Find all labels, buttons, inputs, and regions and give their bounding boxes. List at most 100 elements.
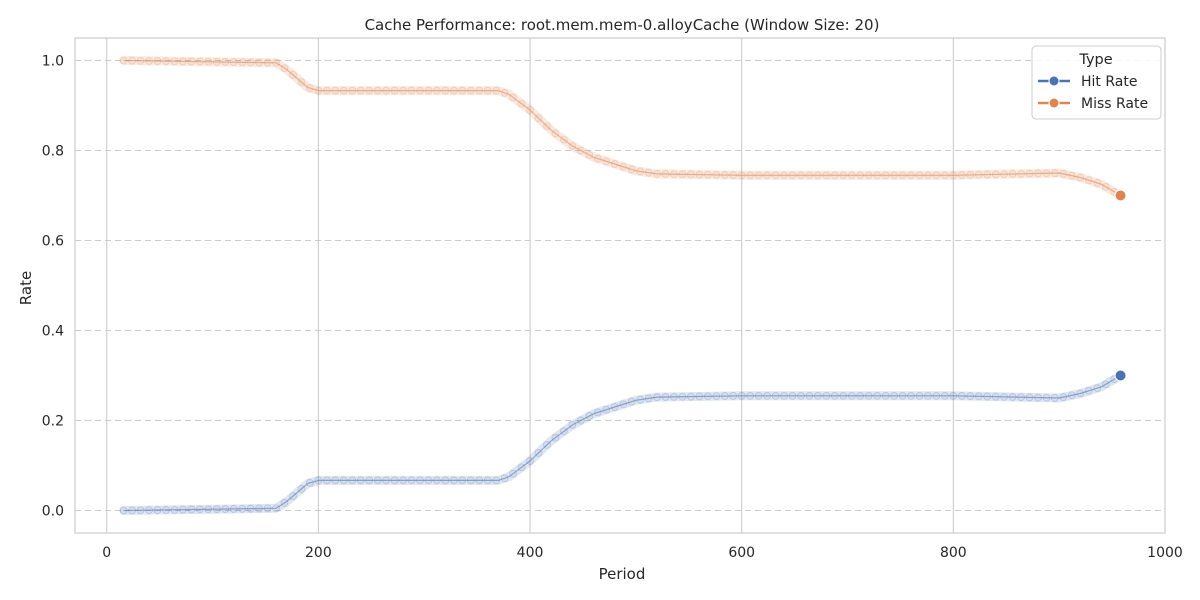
series-point-hit-rate [551,433,560,442]
series-point-miss-rate [373,86,382,95]
legend-box [1031,45,1162,120]
series-point-miss-rate [119,56,128,65]
series-point-hit-rate [153,506,162,514]
series-point-hit-rate [1101,380,1110,389]
series-point-miss-rate [653,170,661,178]
series-point-miss-rate [703,170,712,179]
series-point-miss-rate [246,58,255,67]
series-point-miss-rate [907,171,915,180]
series-point-miss-rate [847,171,856,180]
legend-title: Type [1078,52,1112,68]
series-point-miss-rate [543,122,551,131]
series-point-hit-rate [517,463,526,472]
series-point-miss-rate [483,86,492,95]
series-point-hit-rate [179,505,187,514]
series-point-hit-rate [610,403,619,411]
series-point-hit-rate [1051,394,1059,402]
series-point-hit-rate [763,391,771,400]
series-point-hit-rate [263,504,272,513]
series-point-hit-rate [695,392,704,401]
series-point-miss-rate [602,157,611,166]
series-point-miss-rate [153,57,162,65]
series-point-hit-rate [339,476,348,485]
series-point-hit-rate [272,504,280,513]
series-point-miss-rate [492,86,501,95]
series-point-miss-rate [924,171,932,180]
series-point-hit-rate [941,391,949,400]
series-point-hit-rate [212,505,221,513]
series-point-hit-rate [974,392,983,401]
series-point-hit-rate [890,391,898,400]
series-point-miss-rate [712,170,721,179]
series-point-miss-rate [162,57,170,65]
series-point-miss-rate [687,170,695,179]
series-point-miss-rate [221,58,230,66]
series-point-hit-rate [483,476,492,485]
series-point-hit-rate [475,476,484,485]
series-point-hit-rate [458,476,467,485]
series-point-hit-rate [1000,392,1008,401]
series-point-miss-rate [644,168,653,177]
series-point-hit-rate [314,476,323,485]
series-point-miss-rate [255,58,263,67]
series-point-hit-rate [576,416,585,425]
legend-label-miss-rate: Miss Rate [1081,96,1148,112]
series-point-hit-rate [653,393,661,401]
series-point-hit-rate [509,469,517,478]
series-point-hit-rate [856,391,865,400]
x-tick-label: 200 [305,545,332,561]
series-point-miss-rate [526,106,534,114]
series-point-hit-rate [957,392,966,400]
series-point-miss-rate [399,86,407,95]
series-point-hit-rate [568,421,577,429]
series-point-hit-rate [416,476,424,485]
series-point-miss-rate [627,165,636,174]
series-point-miss-rate [1059,170,1068,178]
series-point-hit-rate [814,391,822,400]
series-point-hit-rate [331,476,340,485]
series-point-hit-rate [365,476,374,485]
x-tick-label: 800 [940,545,967,561]
series-point-miss-rate [390,86,399,95]
x-tick-label: 400 [517,545,544,561]
series-point-hit-rate [399,476,407,485]
series-point-hit-rate [644,394,653,403]
y-axis-label: Rate [17,271,35,305]
series-point-miss-rate [196,57,204,66]
legend-item-miss-rate: Miss Rate [1038,96,1148,112]
series-point-miss-rate [1101,182,1110,191]
series-point-miss-rate [416,86,424,95]
x-axis-label: Period [599,565,646,583]
legend-marker-hit-rate [1048,75,1060,87]
series-point-hit-rate [678,392,687,401]
series-point-hit-rate [636,395,644,404]
series-point-hit-rate [543,440,551,449]
legend: Type Hit Rate Miss Rate [1031,45,1162,120]
series-point-hit-rate [754,391,763,400]
series-point-hit-rate [119,506,128,515]
series-point-hit-rate [746,391,755,400]
series-point-hit-rate [661,393,670,401]
series-point-hit-rate [450,476,458,485]
series-point-miss-rate [314,86,323,95]
series-point-hit-rate [915,391,924,400]
series-point-hit-rate [145,506,153,514]
series-point-hit-rate [348,476,357,485]
series-point-hit-rate [170,505,179,514]
series-point-miss-rate [272,58,280,67]
series-point-miss-rate [957,171,966,179]
series-point-miss-rate [720,171,729,179]
series-point-miss-rate [1051,169,1059,177]
series-point-hit-rate [1042,393,1051,402]
series-point-hit-rate [983,392,992,401]
series-point-hit-rate [128,506,136,515]
tick-labels: 0 200 400 600 800 1000 0.0 0.2 0.4 0.6 0.8 1.0 [42,54,1183,562]
series-point-hit-rate [390,476,399,485]
series-point-hit-rate [839,391,848,400]
series-point-miss-rate [1017,169,1025,178]
y-tick-label: 1.0 [42,54,64,70]
series-point-hit-rate [229,505,238,513]
series-point-miss-rate [695,170,704,179]
series-point-miss-rate [585,151,594,159]
